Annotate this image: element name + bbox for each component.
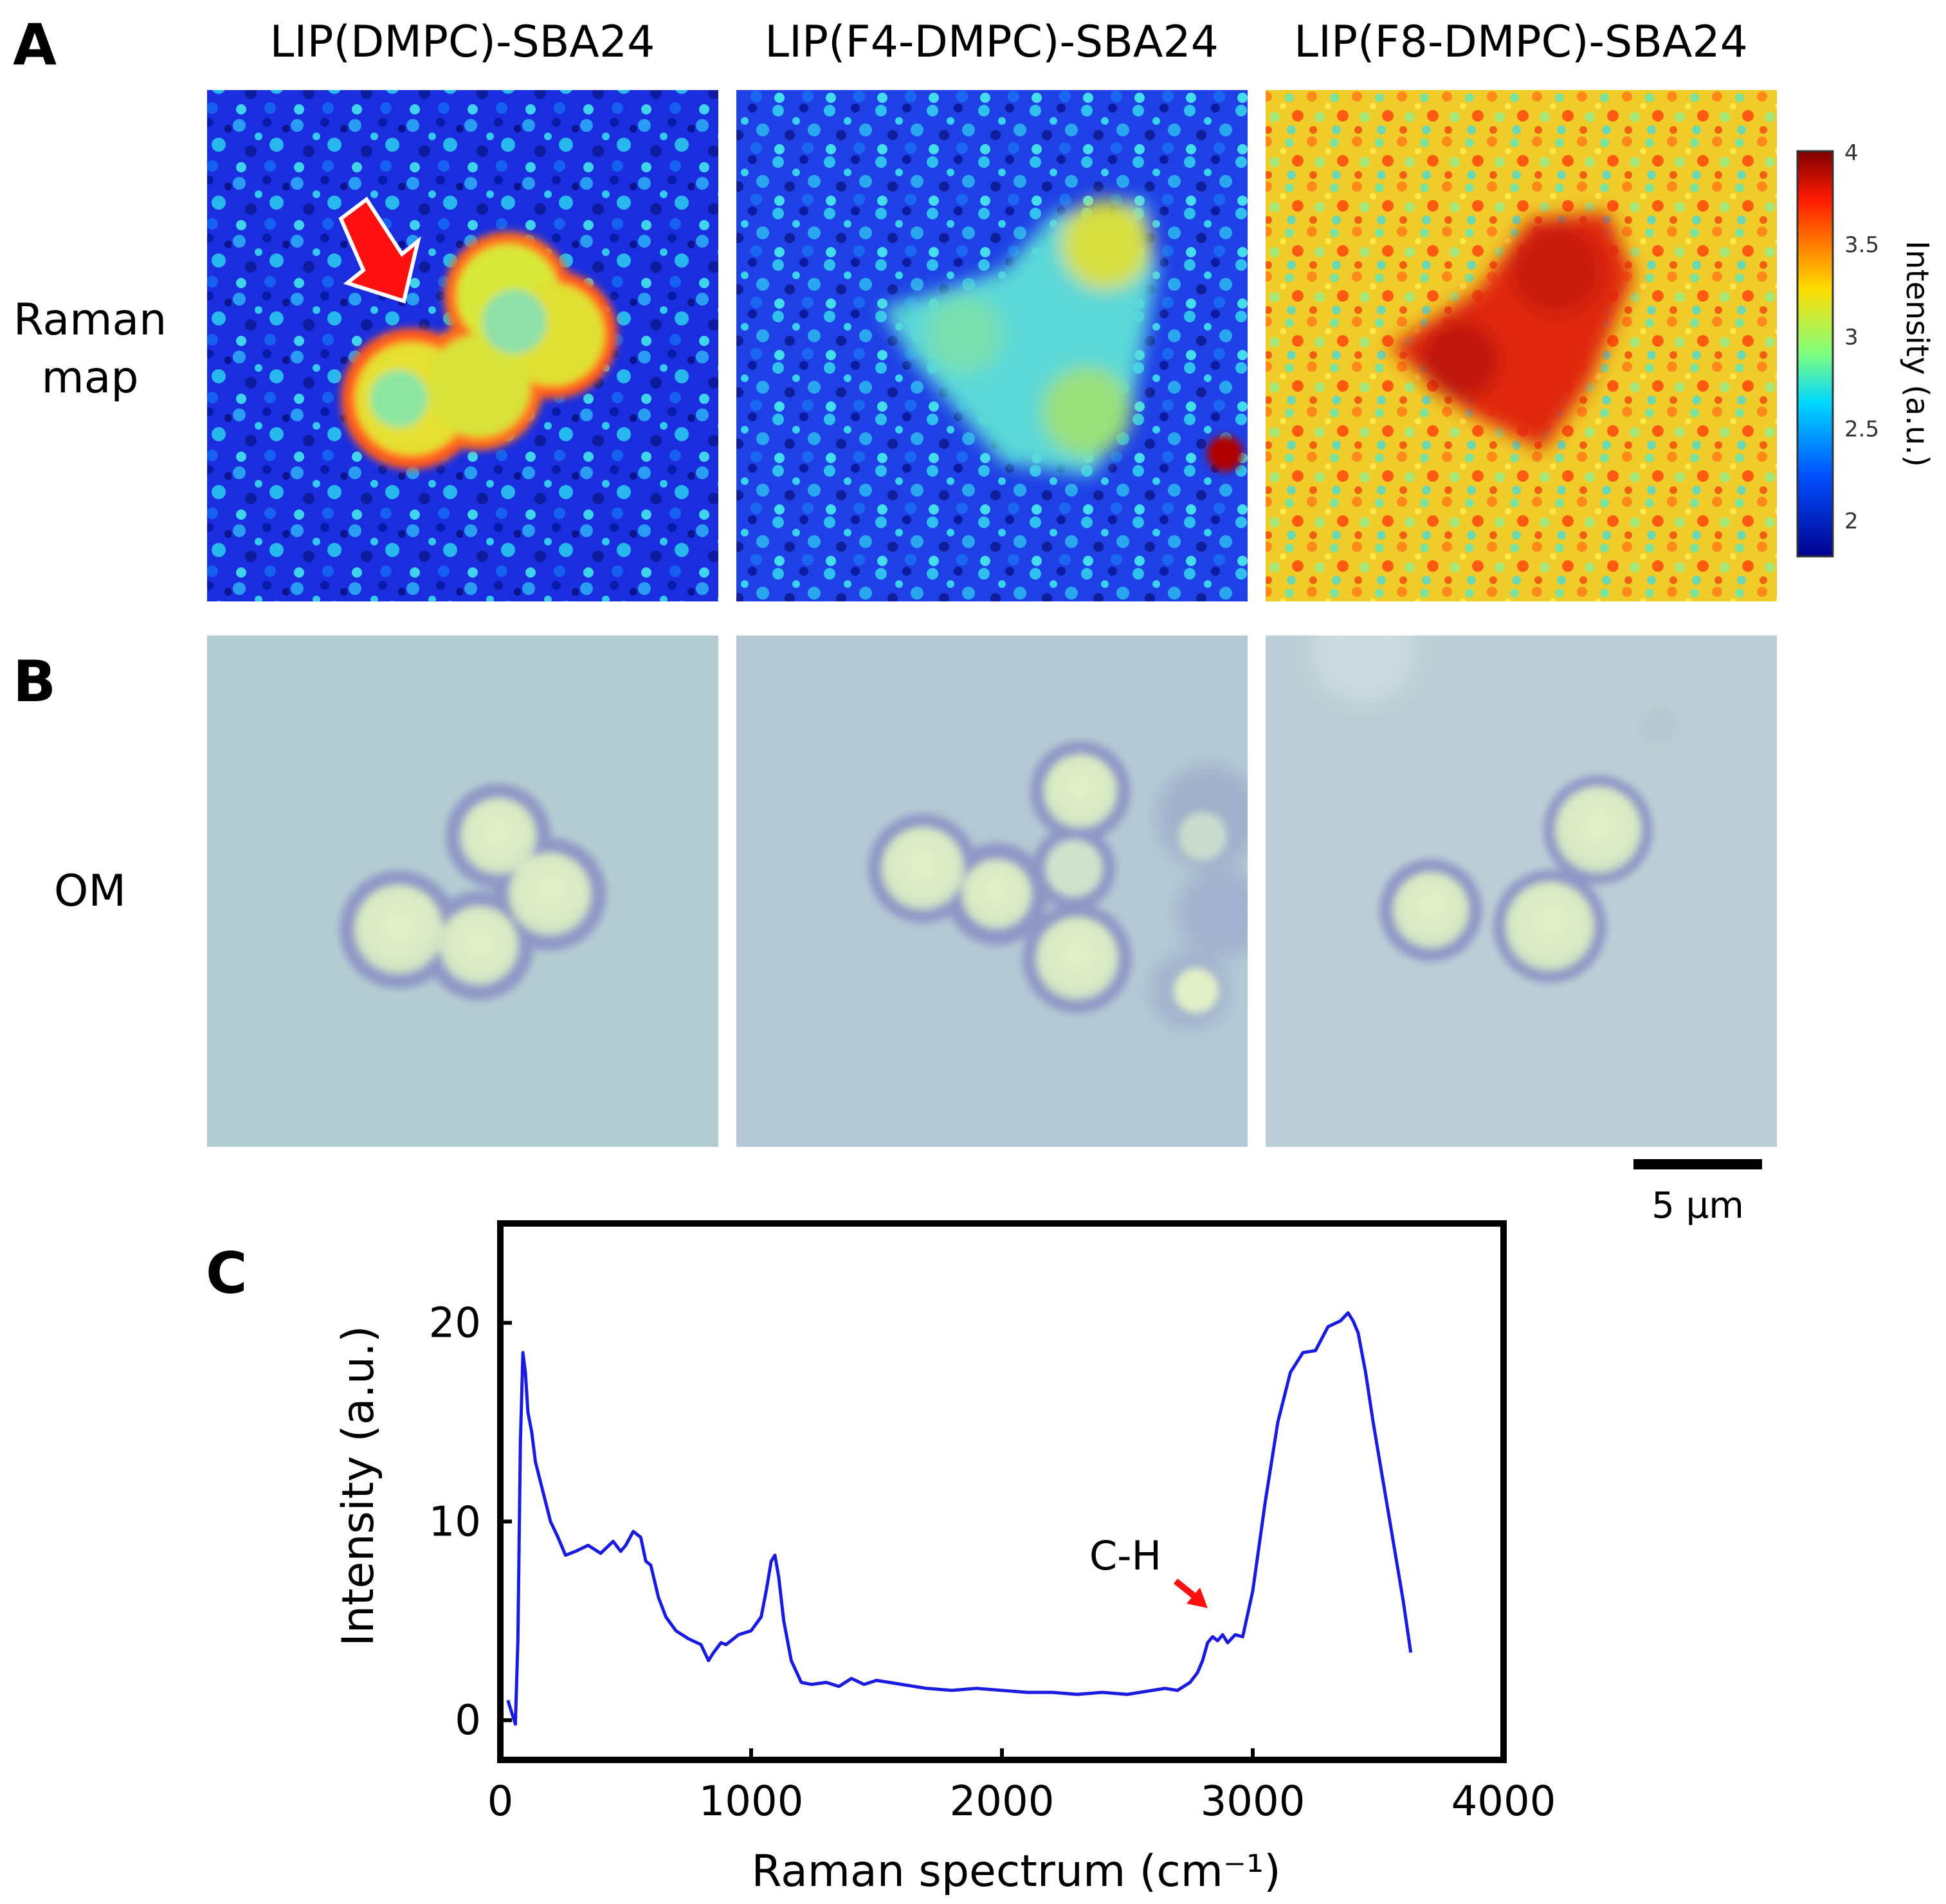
scale-bar-label: 5 μm	[1651, 1185, 1744, 1227]
panel-c-letter: C	[206, 1240, 248, 1306]
y-tick-label: 10	[429, 1498, 481, 1546]
annotation-arrow-icon	[1173, 1579, 1208, 1608]
y-tick-label: 20	[429, 1299, 481, 1347]
om-image-f8-dmpc	[1266, 636, 1777, 1147]
row-label-raman: Raman	[14, 295, 167, 345]
raman-map-f4-dmpc	[736, 90, 1248, 601]
raman-map-dmpc	[207, 90, 718, 601]
colorbar-tick-label: 3.5	[1844, 232, 1879, 258]
x-tick-label: 0	[487, 1778, 514, 1826]
x-tick-label: 4000	[1451, 1778, 1556, 1826]
colorbar: 4 3.5 3 2.5 2 Intensity (a.u.)	[1796, 140, 1935, 558]
colorbar-tick-label: 4	[1844, 140, 1859, 166]
om-image-f4-dmpc	[736, 636, 1248, 1147]
y-axis-label: Intensity (a.u.)	[333, 1326, 384, 1647]
colorbar-tick-label: 2.5	[1844, 417, 1879, 443]
annotation-ch: C-H	[1089, 1532, 1161, 1579]
scale-bar: 5 μm	[1633, 1159, 1762, 1227]
x-tick-label: 2000	[950, 1778, 1055, 1826]
red-arrow-icon	[338, 196, 421, 304]
panel-b-letter: B	[13, 648, 56, 715]
x-tick-label: 1000	[699, 1778, 804, 1826]
row-label-map: map	[41, 352, 138, 403]
column-title-1: LIP(DMPC)-SBA24	[270, 17, 655, 68]
row-label-om: OM	[54, 866, 126, 917]
om-image-dmpc	[207, 636, 718, 1147]
column-title-2: LIP(F4-DMPC)-SBA24	[765, 17, 1219, 68]
y-tick-label: 0	[455, 1697, 481, 1744]
colorbar-label: Intensity (a.u.)	[1899, 241, 1935, 467]
plot-frame	[497, 1220, 1507, 1763]
colorbar-tick-label: 3	[1844, 324, 1859, 350]
series-line-raman-spectrum	[506, 1311, 1413, 1726]
x-axis-label: Raman spectrum (cm⁻¹)	[751, 1846, 1280, 1897]
spectrum-chart: 0 10 20 0 1000 2000 3000 4000 Intensity (a.u.)…	[333, 1220, 1556, 1897]
panel-a-letter: A	[13, 12, 57, 78]
column-title-3: LIP(F8-DMPC)-SBA24	[1294, 17, 1748, 68]
raman-map-f8-dmpc	[1266, 90, 1777, 601]
x-tick-label: 3000	[1201, 1778, 1305, 1826]
colorbar-tick-label: 2	[1844, 509, 1859, 535]
